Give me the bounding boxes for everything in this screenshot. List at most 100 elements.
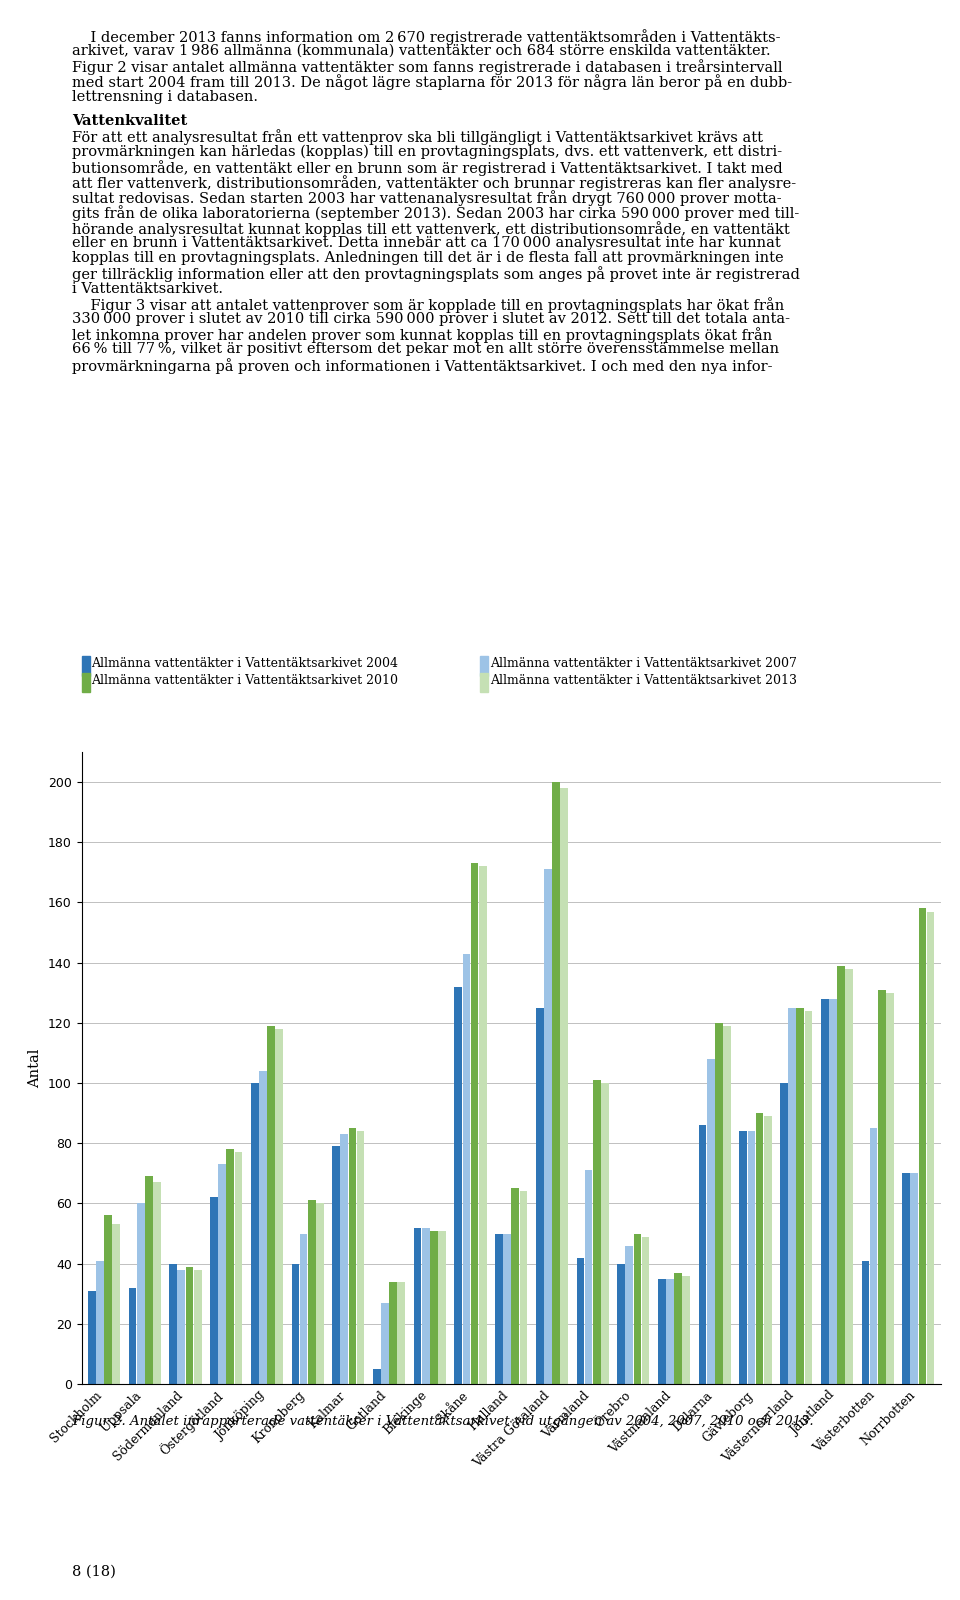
Bar: [341, 1134, 348, 1384]
Bar: [552, 782, 560, 1384]
Bar: [414, 1227, 421, 1384]
Text: 66 % till 77 %, vilket är positivt eftersom det pekar mot en allt större överens: 66 % till 77 %, vilket är positivt efter…: [72, 342, 780, 357]
Bar: [715, 1022, 723, 1384]
Bar: [666, 1278, 674, 1384]
Text: Figur 2. Antalet inrapporterade vattentäkter i Vattentäktsarkivet vid utgången a: Figur 2. Antalet inrapporterade vattentä…: [72, 1413, 814, 1427]
Text: let inkomna prover har andelen prover som kunnat kopplas till en provtagningspla: let inkomna prover har andelen prover so…: [72, 328, 772, 342]
Bar: [348, 1128, 356, 1384]
Text: Allmänna vattentäkter i Vattentäktsarkivet 2007: Allmänna vattentäkter i Vattentäktsarkiv…: [490, 658, 797, 670]
Bar: [837, 966, 845, 1384]
Bar: [756, 1114, 763, 1384]
Bar: [902, 1173, 910, 1384]
Text: att fler vattenverk, distributionsområden, vattentäkter och brunnar registreras : att fler vattenverk, distributionsområde…: [72, 174, 796, 190]
Bar: [88, 1291, 96, 1384]
Text: provmärkningen kan härledas (kopplas) till en provtagningsplats, dvs. ett vatten: provmärkningen kan härledas (kopplas) ti…: [72, 144, 782, 158]
Text: eller en brunn i Vattentäktsarkivet. Detta innebär att ca 170 000 analysresultat: eller en brunn i Vattentäktsarkivet. Det…: [72, 235, 780, 250]
Bar: [178, 1270, 185, 1384]
Text: arkivet, varav 1 986 allmänna (kommunala) vattentäkter och 684 större enskilda v: arkivet, varav 1 986 allmänna (kommunala…: [72, 45, 771, 58]
Bar: [454, 987, 462, 1384]
Text: Figur 3 visar att antalet vattenprover som är kopplade till en provtagningsplats: Figur 3 visar att antalet vattenprover s…: [72, 296, 784, 312]
Bar: [804, 1011, 812, 1384]
Bar: [218, 1165, 226, 1384]
Bar: [788, 1008, 796, 1384]
Bar: [495, 1234, 503, 1384]
Text: Allmänna vattentäkter i Vattentäktsarkivet 2004: Allmänna vattentäkter i Vattentäktsarkiv…: [91, 658, 398, 670]
Bar: [519, 1192, 527, 1384]
Bar: [739, 1131, 747, 1384]
Bar: [357, 1131, 365, 1384]
Text: lettrensning i databasen.: lettrensning i databasen.: [72, 90, 258, 104]
Bar: [919, 909, 926, 1384]
Bar: [821, 998, 828, 1384]
Bar: [846, 968, 853, 1384]
Bar: [585, 1170, 592, 1384]
Bar: [625, 1245, 634, 1384]
Text: gits från de olika laboratorierna (september 2013). Sedan 2003 har cirka 590 000: gits från de olika laboratorierna (septe…: [72, 205, 800, 221]
Bar: [797, 1008, 804, 1384]
Text: ger tillräcklig information eller att den provtagningsplats som anges på provet : ger tillräcklig information eller att de…: [72, 266, 800, 282]
Bar: [129, 1288, 136, 1384]
Bar: [332, 1146, 340, 1384]
Bar: [544, 869, 552, 1384]
Bar: [926, 912, 934, 1384]
Bar: [683, 1275, 690, 1384]
Text: Figur 2 visar antalet allmänna vattentäkter som fanns registrerade i databasen i: Figur 2 visar antalet allmänna vattentäk…: [72, 59, 782, 75]
Bar: [886, 992, 894, 1384]
Text: kopplas till en provtagningsplats. Anledningen till det är i de flesta fall att : kopplas till en provtagningsplats. Anled…: [72, 251, 783, 266]
Bar: [300, 1234, 307, 1384]
Text: 8 (18): 8 (18): [72, 1565, 116, 1579]
Bar: [512, 1189, 519, 1384]
Bar: [870, 1128, 877, 1384]
Text: Vattenkvalitet: Vattenkvalitet: [72, 114, 187, 128]
Bar: [877, 990, 886, 1384]
Bar: [561, 789, 568, 1384]
Bar: [910, 1173, 918, 1384]
Bar: [536, 1008, 543, 1384]
Bar: [153, 1182, 161, 1384]
Bar: [227, 1149, 234, 1384]
Bar: [267, 1026, 275, 1384]
Text: Allmänna vattentäkter i Vattentäktsarkivet 2013: Allmänna vattentäkter i Vattentäktsarkiv…: [490, 674, 797, 688]
Text: 330 000 prover i slutet av 2010 till cirka 590 000 prover i slutet av 2012. Sett: 330 000 prover i slutet av 2010 till cir…: [72, 312, 790, 326]
Bar: [780, 1083, 788, 1384]
Text: butionsområde, en vattentäkt eller en brunn som är registrerad i Vattentäktsarki: butionsområde, en vattentäkt eller en br…: [72, 160, 782, 176]
Bar: [861, 1261, 870, 1384]
Text: provmärkningarna på proven och informationen i Vattentäktsarkivet. I och med den: provmärkningarna på proven och informati…: [72, 358, 773, 373]
Bar: [674, 1272, 682, 1384]
Bar: [372, 1370, 381, 1384]
Bar: [699, 1125, 707, 1384]
Bar: [145, 1176, 153, 1384]
Bar: [438, 1230, 445, 1384]
Bar: [169, 1264, 177, 1384]
Bar: [723, 1026, 731, 1384]
Bar: [292, 1264, 300, 1384]
Bar: [617, 1264, 625, 1384]
Bar: [234, 1152, 242, 1384]
Bar: [707, 1059, 714, 1384]
Text: I december 2013 fanns information om 2 670 registrerade vattentäktsområden i Vat: I december 2013 fanns information om 2 6…: [72, 29, 780, 45]
Bar: [194, 1270, 202, 1384]
Bar: [251, 1083, 258, 1384]
Bar: [105, 1216, 112, 1384]
Bar: [463, 954, 470, 1384]
Bar: [316, 1203, 324, 1384]
Bar: [96, 1261, 104, 1384]
Bar: [210, 1197, 218, 1384]
Bar: [829, 998, 837, 1384]
Bar: [259, 1070, 267, 1384]
Bar: [601, 1083, 609, 1384]
Bar: [381, 1302, 389, 1384]
Bar: [185, 1267, 193, 1384]
Bar: [276, 1029, 283, 1384]
Text: Allmänna vattentäkter i Vattentäktsarkivet 2010: Allmänna vattentäkter i Vattentäktsarkiv…: [91, 674, 398, 688]
Bar: [577, 1258, 585, 1384]
Bar: [503, 1234, 511, 1384]
Y-axis label: Antal: Antal: [29, 1048, 42, 1088]
Bar: [658, 1278, 665, 1384]
Bar: [593, 1080, 601, 1384]
Bar: [389, 1282, 397, 1384]
Text: i Vattentäktsarkivet.: i Vattentäktsarkivet.: [72, 282, 223, 296]
Bar: [748, 1131, 756, 1384]
Bar: [308, 1200, 316, 1384]
Bar: [634, 1234, 641, 1384]
